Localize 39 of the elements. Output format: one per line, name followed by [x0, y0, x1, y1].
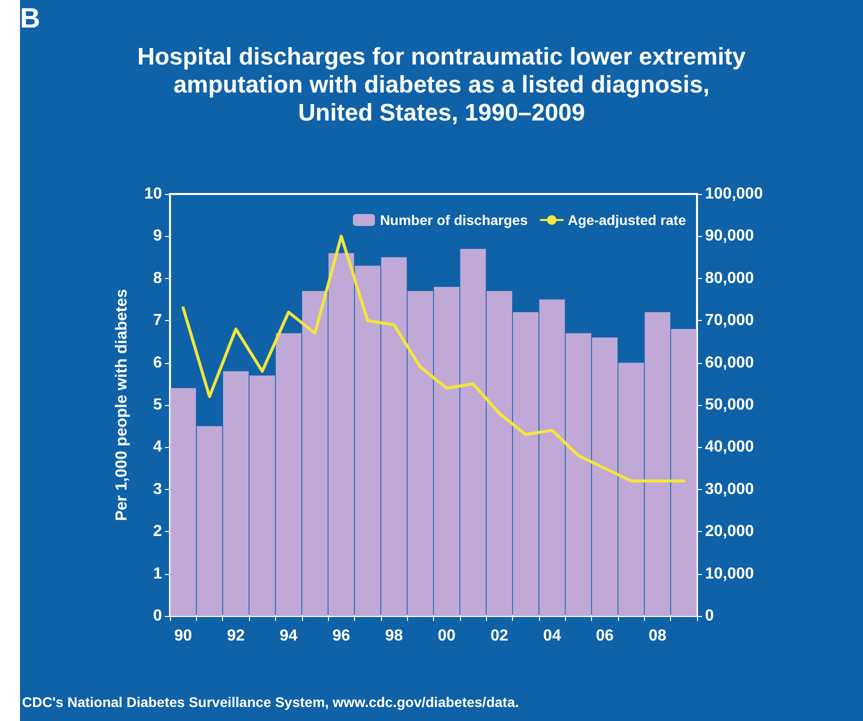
x-tick-label: 06 — [596, 628, 614, 644]
y-tick-label: 3 — [153, 480, 162, 498]
x-tick-label: 00 — [438, 628, 456, 644]
y-tick-label: 9 — [153, 228, 162, 245]
x-tick-label: 08 — [648, 628, 666, 644]
y-tick-label: 10 — [144, 186, 162, 202]
y2-tick-label: 10,000 — [705, 565, 754, 582]
chart-title: Hospital discharges for nontraumatic lower extremity amputation with diabetes as a listed diagnosis, United States, 1990–2009 — [137, 44, 746, 126]
x-tick-label: 92 — [226, 628, 245, 644]
y2-tick-label: 100,000 — [705, 186, 763, 202]
y2-tick-label: 60,000 — [705, 354, 754, 372]
x-tick-label: 94 — [280, 628, 298, 644]
y2-tick-label: 0 — [705, 608, 714, 624]
y-tick-label: 7 — [153, 312, 162, 330]
y-axis-title: Per 1,000 people with diabetes — [114, 288, 130, 522]
y-tick-label: 0 — [153, 608, 162, 624]
x-tick-label: 02 — [490, 628, 508, 644]
y-tick-label: 1 — [153, 565, 162, 582]
y2-tick-label: 30,000 — [705, 480, 754, 498]
y-tick-label: 4 — [153, 438, 162, 456]
y2-tick-label: 90,000 — [705, 228, 754, 245]
y2-tick-label: 70,000 — [705, 312, 754, 330]
x-tick-label: 90 — [174, 628, 192, 644]
y2-tick-label: 20,000 — [705, 523, 754, 540]
y-tick-label: 2 — [153, 523, 162, 540]
x-tick-label: 98 — [385, 628, 403, 644]
x-tick-label: 04 — [543, 628, 562, 644]
text: B — [20, 2, 40, 34]
y-tick-label: 6 — [153, 354, 162, 372]
x-tick-label: 96 — [332, 628, 350, 644]
y2-tick-label: 40,000 — [705, 438, 754, 456]
y2-tick-label: 50,000 — [705, 396, 754, 414]
y-tick-label: 5 — [153, 396, 162, 414]
legend-label: Age-adjusted rate — [568, 212, 686, 228]
legend-label: Number of discharges — [380, 212, 528, 228]
text: CDC's National Diabetes Surveillance System, www.cdc.gov/diabetes/data. — [22, 694, 519, 710]
y-tick-label: 8 — [153, 270, 162, 287]
line-series — [182, 234, 686, 482]
y2-tick-label: 80,000 — [705, 270, 754, 287]
